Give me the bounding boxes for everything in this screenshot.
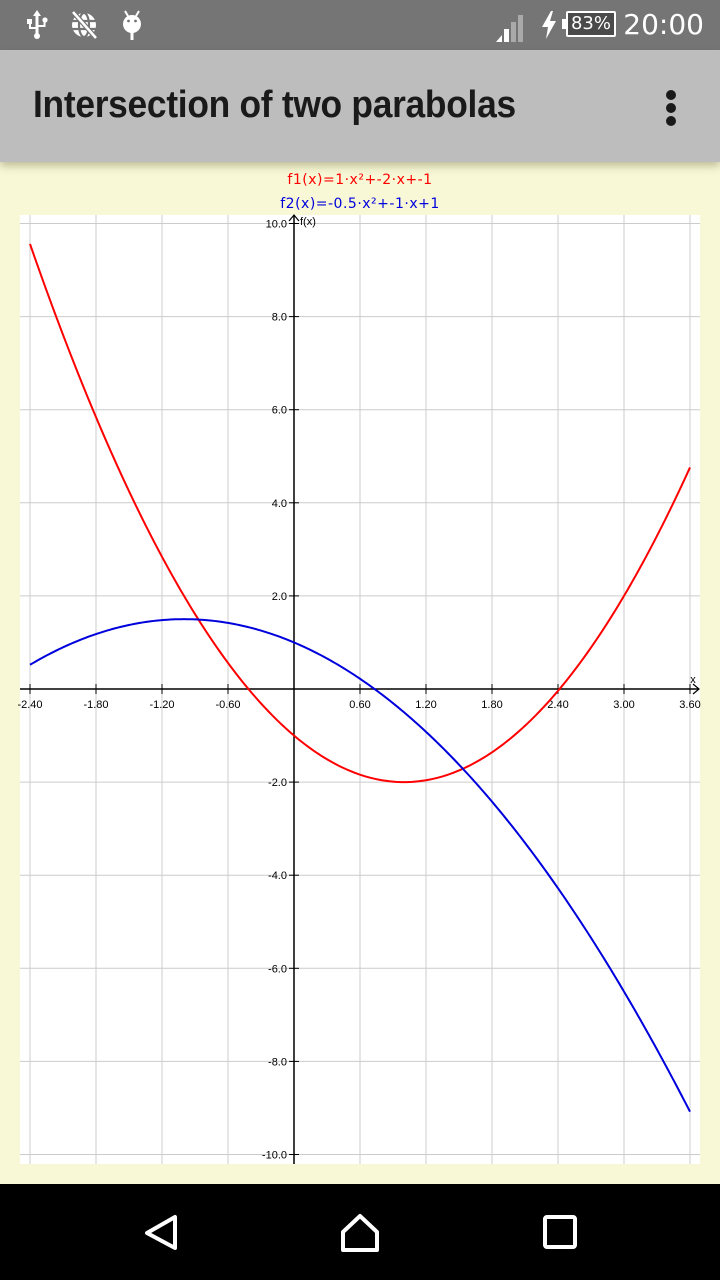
x-tick-label: -0.60	[215, 699, 240, 711]
y-tick-label: 6.0	[272, 405, 287, 417]
recents-square-icon	[543, 1215, 577, 1249]
more-vert-icon	[666, 90, 676, 100]
x-tick-label: 1.20	[415, 699, 436, 711]
y-tick-label: 8.0	[272, 312, 287, 324]
home-icon	[341, 1214, 379, 1252]
clock: 20:00	[623, 8, 704, 41]
legend-f2: f2(x)=-0.5·x²+-1·x+1	[280, 196, 440, 212]
no-data-globe-icon	[71, 10, 98, 40]
battery-indicator: 83%	[562, 11, 616, 37]
usb-icon	[27, 10, 48, 39]
y-tick-label: -2.0	[268, 777, 287, 789]
x-tick-label: 1.80	[481, 699, 502, 711]
x-tick-label: 3.60	[679, 699, 700, 711]
y-axis-label: f(x)	[300, 216, 316, 228]
more-vert-icon-dot	[666, 116, 676, 126]
x-axis-label: x	[690, 674, 696, 686]
y-tick-label: 4.0	[272, 498, 287, 510]
android-debug-icon	[123, 10, 141, 40]
x-tick-label: 3.00	[613, 699, 634, 711]
recents-button[interactable]	[530, 1202, 590, 1262]
overflow-menu-button[interactable]	[652, 80, 692, 132]
y-tick-label: -10.0	[262, 1150, 287, 1162]
x-axis-arrow-icon	[692, 683, 700, 695]
x-tick-label: -1.80	[83, 699, 108, 711]
curves	[29, 243, 691, 1113]
y-axis-arrow-icon	[288, 214, 300, 222]
y-tick-label: -8.0	[268, 1056, 287, 1068]
status-bar: 83% 20:00	[0, 0, 720, 50]
legend-f1: f1(x)=1·x²+-2·x+-1	[287, 172, 433, 188]
more-vert-icon-dot	[666, 103, 676, 113]
back-triangle-icon	[145, 1215, 177, 1250]
axes: -2.40 -1.80 -1.20 -0.60 0.60 1.20 1.80 2.40 3.00…	[17, 214, 701, 1164]
y-tick-label: 10.0	[266, 219, 287, 231]
navigation-bar	[0, 1184, 720, 1280]
y-tick-label: 2.0	[272, 591, 287, 603]
home-button[interactable]	[330, 1202, 390, 1262]
x-tick-label: 0.60	[349, 699, 370, 711]
curve-f2	[29, 618, 691, 1113]
page-title: Intersection of two parabolas	[33, 84, 516, 126]
bolt-icon	[542, 11, 556, 39]
x-tick-label: 2.40	[547, 699, 568, 711]
x-tick-label: -2.40	[17, 699, 42, 711]
app-toolbar: Intersection of two parabolas	[0, 50, 720, 162]
back-button[interactable]	[130, 1202, 190, 1262]
x-tick-label: -1.20	[149, 699, 174, 711]
y-tick-label: -4.0	[268, 870, 287, 882]
function-plot[interactable]: -2.40 -1.80 -1.20 -0.60 0.60 1.20 1.80 2.40 3.00…	[0, 0, 720, 1184]
y-tick-label: -6.0	[268, 963, 287, 975]
signal-icon	[496, 15, 523, 42]
curve-f1	[29, 243, 691, 784]
